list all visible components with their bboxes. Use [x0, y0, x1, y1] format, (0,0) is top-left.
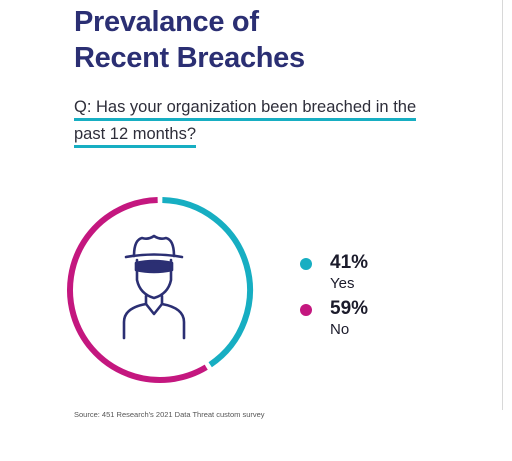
legend-label-no: No — [330, 321, 350, 338]
legend-value-yes: 41% — [330, 252, 369, 273]
legend-swatch-no — [300, 304, 312, 316]
legend-value-no: 59% — [330, 298, 369, 319]
donut-chart — [67, 197, 253, 383]
legend-swatch-yes — [300, 258, 312, 270]
title-line-2: Recent Breaches — [74, 42, 305, 74]
source-note: Source: 451 Research's 2021 Data Threat … — [74, 410, 265, 419]
legend-label-yes: Yes — [330, 275, 355, 292]
page-title: Prevalance of Recent Breaches — [74, 4, 305, 76]
question-line-1: Q: Has your organization been breached i… — [74, 97, 417, 121]
donut-slice-no — [67, 197, 208, 383]
title-line-1: Prevalance of — [74, 6, 259, 38]
donut-arcs — [67, 197, 253, 383]
survey-question: Q: Has your organization been breached i… — [74, 94, 417, 148]
donut-slice-yes — [162, 197, 253, 368]
infographic-panel: Prevalance of Recent Breaches Q: Has you… — [67, 0, 503, 410]
question-line-2: past 12 months? — [74, 124, 196, 148]
hacker-icon — [122, 234, 186, 340]
